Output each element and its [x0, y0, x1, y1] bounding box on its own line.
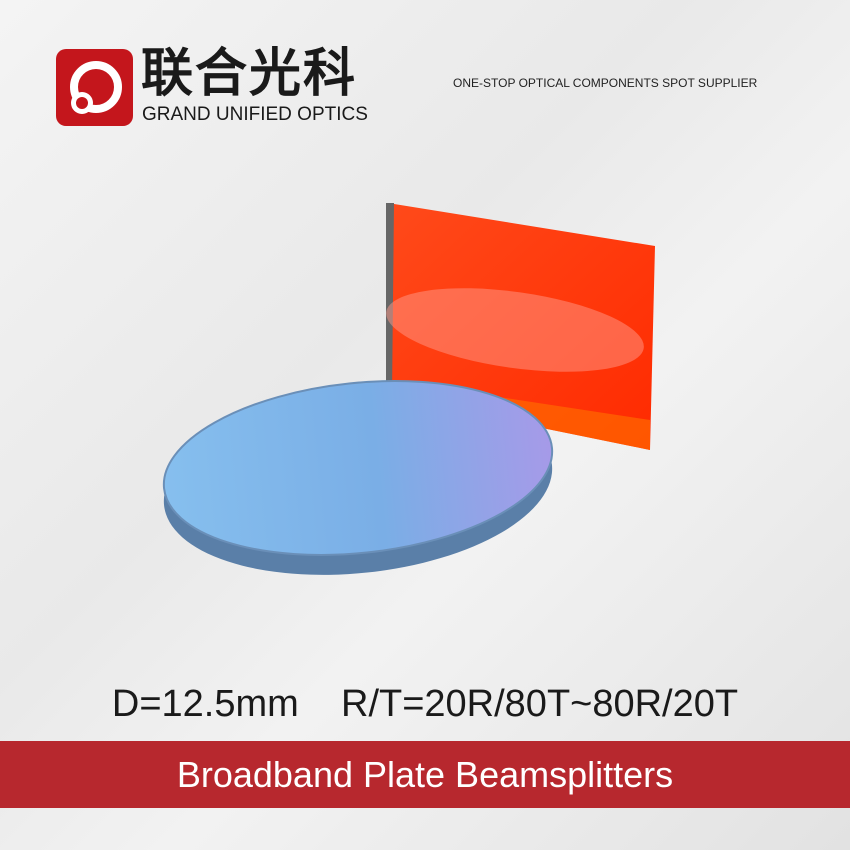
round-beamsplitter — [162, 380, 554, 575]
tagline: ONE-STOP OPTICAL COMPONENTS SPOT SUPPLIE… — [453, 76, 758, 90]
brand-name-en: GRAND UNIFIED OPTICS — [142, 104, 368, 125]
product-title: Broadband Plate Beamsplitters — [176, 754, 674, 795]
brand-name-cn: 联合光科 — [141, 45, 358, 103]
logo-mark-icon — [70, 61, 122, 114]
title-banner: Broadband Plate Beamsplitters — [0, 741, 850, 808]
brand-logo — [56, 49, 133, 126]
product-specs: D=12.5mm R/T=20R/80T~80R/20T — [111, 683, 739, 725]
